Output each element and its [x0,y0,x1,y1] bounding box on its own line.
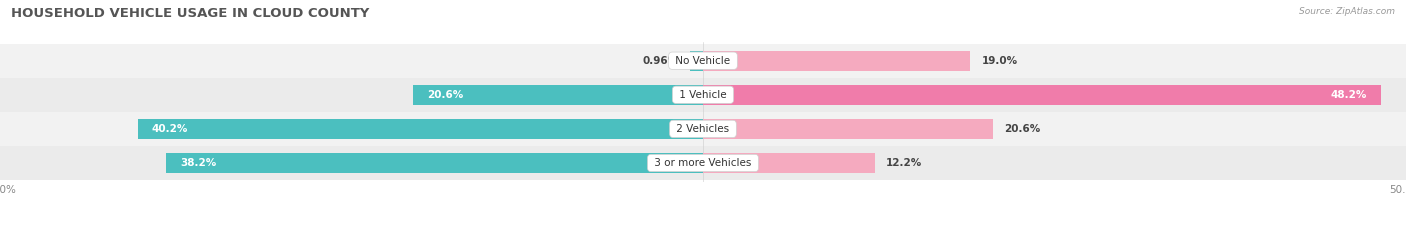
Bar [166,153,703,173]
Text: 12.2%: 12.2% [886,158,922,168]
Bar [703,153,875,173]
Bar [703,85,1381,105]
Bar [0,78,1406,112]
Text: 0.96%: 0.96% [643,56,678,66]
Text: 2 Vehicles: 2 Vehicles [673,124,733,134]
Bar [0,44,1406,78]
Text: 1 Vehicle: 1 Vehicle [676,90,730,100]
Text: Source: ZipAtlas.com: Source: ZipAtlas.com [1299,7,1395,16]
Text: 19.0%: 19.0% [981,56,1018,66]
Text: 20.6%: 20.6% [427,90,464,100]
Legend: Owner-occupied, Renter-occupied: Owner-occupied, Renter-occupied [586,230,820,233]
Text: 38.2%: 38.2% [180,158,217,168]
Bar [703,51,970,71]
Text: 40.2%: 40.2% [152,124,188,134]
Text: No Vehicle: No Vehicle [672,56,734,66]
Text: 3 or more Vehicles: 3 or more Vehicles [651,158,755,168]
Text: 20.6%: 20.6% [1004,124,1040,134]
Text: 48.2%: 48.2% [1330,90,1367,100]
Bar [0,112,1406,146]
Bar [138,119,703,139]
Bar [0,146,1406,180]
Bar [689,51,703,71]
Bar [413,85,703,105]
Text: HOUSEHOLD VEHICLE USAGE IN CLOUD COUNTY: HOUSEHOLD VEHICLE USAGE IN CLOUD COUNTY [11,7,370,20]
Bar [703,119,993,139]
